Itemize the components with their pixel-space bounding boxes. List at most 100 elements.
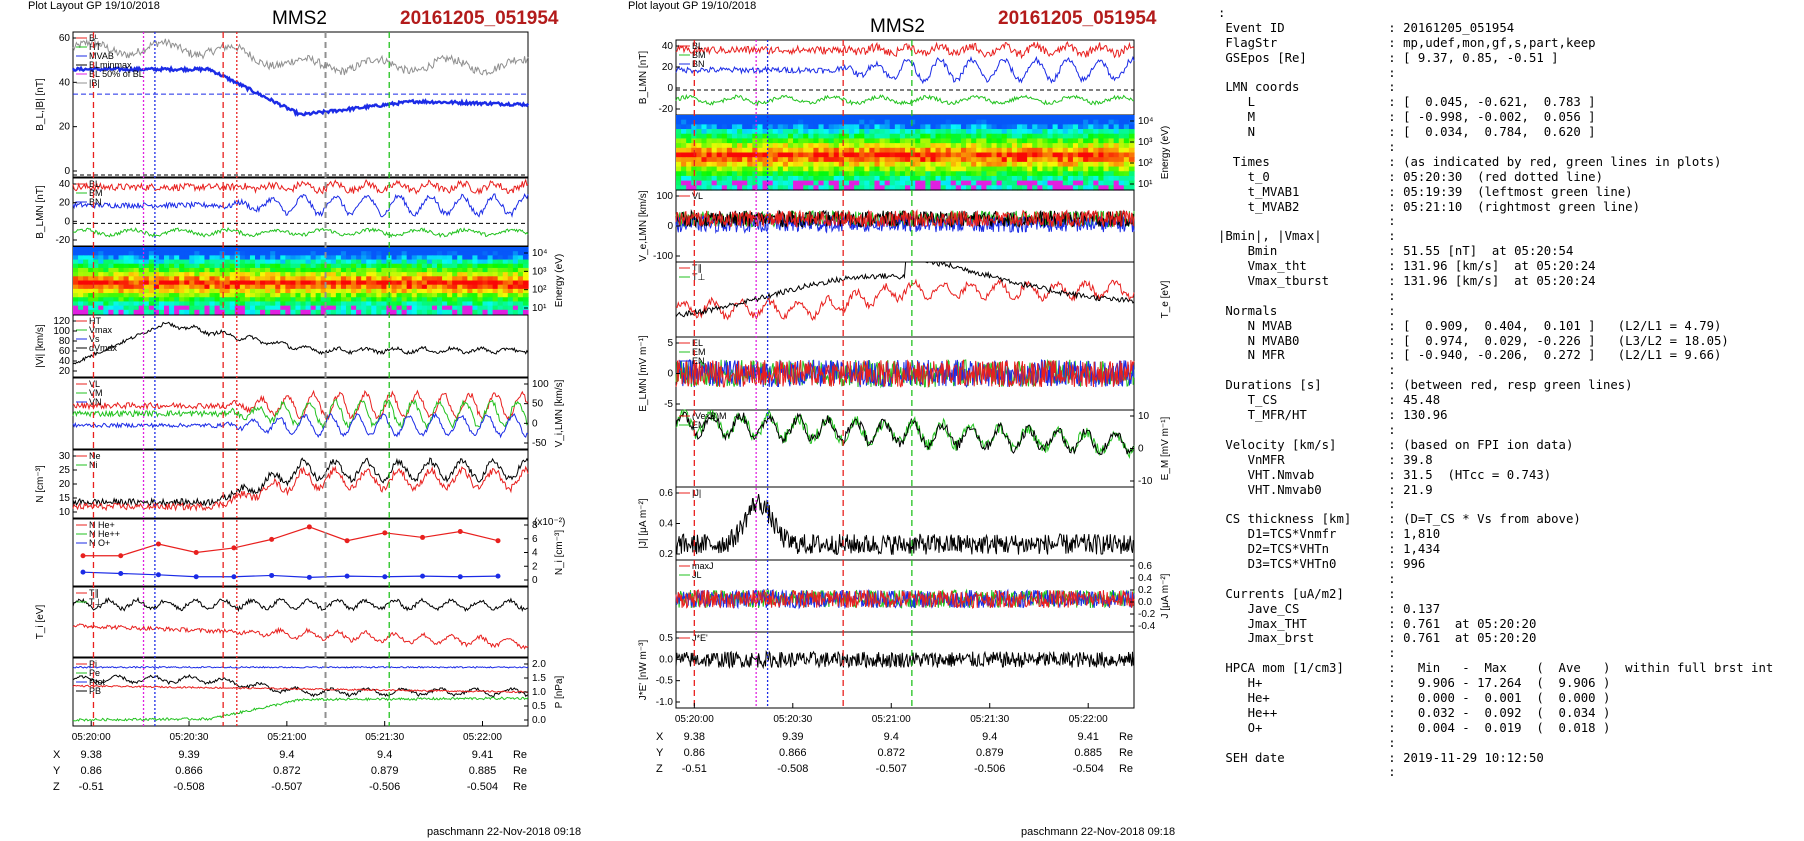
spectrogram-cell bbox=[711, 171, 718, 177]
spectrogram-cell bbox=[406, 263, 413, 269]
spectrogram-cell bbox=[442, 280, 448, 286]
spectrogram-cell bbox=[981, 124, 988, 130]
spectrogram-cell bbox=[849, 143, 855, 149]
spectrogram-cell bbox=[462, 280, 468, 286]
spectrogram-cell bbox=[996, 171, 1003, 177]
spectrogram-cell bbox=[813, 171, 820, 177]
spectrogram-cell bbox=[361, 247, 367, 252]
spectrogram-cell bbox=[502, 259, 509, 265]
y-tick-label: 40 bbox=[59, 356, 71, 367]
info-line: Velocity [km/s] : (based on FPI ion data… bbox=[1218, 437, 1574, 452]
spectrogram-cell bbox=[874, 171, 881, 177]
spectrogram-cell bbox=[747, 115, 753, 121]
spectrogram-cell bbox=[818, 115, 825, 121]
spectrogram-cell bbox=[935, 138, 942, 144]
spectrogram-cell bbox=[255, 276, 261, 282]
spectrogram-cell bbox=[1001, 180, 1008, 186]
spectrogram-cell bbox=[1093, 115, 1099, 121]
spectrogram-cell bbox=[209, 259, 216, 265]
spectrogram-cell bbox=[966, 133, 972, 140]
spectrogram-cell bbox=[315, 284, 322, 290]
spectrogram-cell bbox=[477, 251, 484, 256]
spectrogram-cell bbox=[330, 272, 337, 277]
y-tick-label: 0.6 bbox=[659, 488, 673, 499]
spectrogram-cell bbox=[224, 293, 231, 298]
spectrogram-cell bbox=[843, 161, 850, 168]
spectrogram-cell bbox=[910, 119, 916, 125]
spectrogram-cell bbox=[981, 152, 988, 158]
spectrogram-cell bbox=[787, 175, 794, 182]
spectrogram-cell bbox=[1088, 129, 1094, 135]
spectrogram-cell bbox=[1047, 185, 1054, 191]
spectrogram-cell bbox=[502, 251, 509, 256]
spectrogram-cell bbox=[1088, 119, 1094, 125]
spectrogram-cell bbox=[686, 147, 692, 154]
spectrogram-cell bbox=[950, 115, 957, 121]
legend-entry: VM bbox=[89, 388, 103, 398]
spectrogram-cell bbox=[381, 284, 388, 290]
spectrogram-cell bbox=[376, 267, 382, 273]
spectrogram-cell bbox=[255, 293, 261, 298]
spectrogram-cell bbox=[1072, 143, 1079, 149]
spectrogram-cell bbox=[787, 157, 794, 163]
info-line: T_MFR/HT : 130.96 bbox=[1218, 408, 1448, 423]
spectrogram-cell bbox=[874, 175, 881, 182]
spectrogram-cell bbox=[184, 276, 190, 282]
spectrogram-cell bbox=[1006, 138, 1013, 144]
info-line: Vmax_tht : 131.96 [km/s] at 05:20:24 bbox=[1218, 259, 1596, 274]
y-axis-label: |J| [μA m⁻²] bbox=[638, 498, 649, 548]
spectrogram-cell bbox=[265, 297, 271, 303]
spectrogram-cell bbox=[401, 305, 408, 311]
spectrogram-cell bbox=[1072, 157, 1079, 163]
spectrogram-cell bbox=[828, 147, 835, 154]
spectrogram-cell bbox=[818, 119, 825, 125]
spectrogram-cell bbox=[1108, 180, 1115, 186]
spectrogram-cell bbox=[437, 293, 443, 298]
spectrogram-cell bbox=[1011, 124, 1018, 130]
spectrogram-cell bbox=[83, 305, 89, 311]
spectrogram-cell bbox=[1098, 157, 1105, 163]
spectrogram-cell bbox=[884, 185, 891, 191]
spectrogram-cell bbox=[371, 251, 377, 256]
y-tick-label: -0.5 bbox=[656, 676, 674, 687]
spectrogram-cell bbox=[1062, 171, 1069, 177]
spectrogram-cell bbox=[884, 152, 891, 158]
spectrogram-cell bbox=[249, 255, 256, 261]
spectrogram-cell bbox=[98, 255, 104, 261]
spectrogram-cell bbox=[905, 143, 911, 149]
spectrogram-cell bbox=[300, 251, 307, 256]
spectrogram-cell bbox=[981, 133, 988, 140]
spectrogram-cell bbox=[884, 171, 891, 177]
spectrogram-cell bbox=[224, 276, 231, 282]
spectrogram-cell bbox=[108, 263, 115, 269]
spectrogram-cell bbox=[310, 263, 317, 269]
spectrogram-cell bbox=[164, 259, 170, 265]
spectrogram-cell bbox=[295, 293, 302, 298]
spectrogram-cell bbox=[330, 247, 337, 252]
spectrogram-cell bbox=[849, 129, 855, 135]
spectrogram-cell bbox=[224, 305, 231, 311]
spectrogram-cell bbox=[950, 180, 957, 186]
spectrogram-cell bbox=[153, 280, 160, 286]
spectrogram-cell bbox=[1118, 166, 1125, 172]
spectrogram-cell bbox=[782, 143, 789, 149]
spectrogram-cell bbox=[285, 280, 291, 286]
spectrogram-cell bbox=[73, 305, 79, 311]
spectrogram-cell bbox=[452, 280, 458, 286]
spectrogram-cell bbox=[915, 143, 921, 149]
spectrogram-cell bbox=[854, 147, 860, 154]
spectrogram-cell bbox=[457, 284, 463, 290]
spectrogram-cell bbox=[782, 138, 789, 144]
spectrogram-cell bbox=[462, 276, 468, 282]
spectrogram-cell bbox=[711, 138, 718, 144]
spectrogram-cell bbox=[762, 161, 769, 168]
spectrogram-cell bbox=[1042, 124, 1049, 130]
spectrogram-cell bbox=[351, 263, 357, 269]
spectrogram-cell bbox=[361, 255, 367, 261]
y-tick-label: 20 bbox=[59, 366, 71, 377]
spectrogram-cell bbox=[320, 280, 327, 286]
spectrogram-cell bbox=[711, 180, 718, 186]
spectrogram-cell bbox=[686, 166, 692, 172]
spectrogram-cell bbox=[285, 305, 291, 311]
spectrogram-cell bbox=[457, 272, 463, 277]
